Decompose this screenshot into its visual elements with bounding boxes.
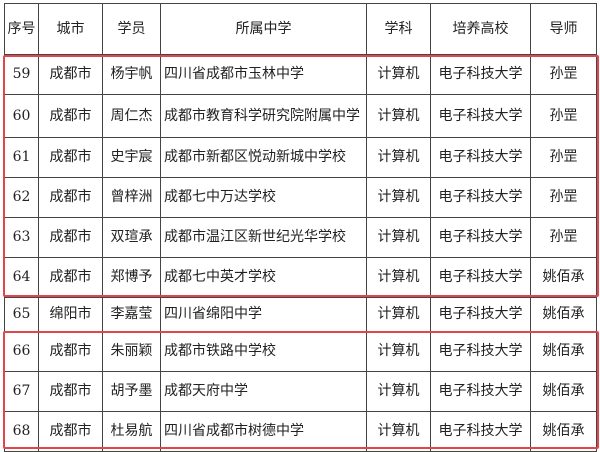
cell-school: 四川省成都市玉林中学 — [160, 54, 367, 95]
cell-city: 成都市 — [38, 217, 103, 258]
table-row: 68 成都市 杜易航 四川省成都市树德中学 计算机 电子科技大学 姚佰承 — [4, 411, 597, 452]
cell-mentor: 姚佰承 — [530, 411, 597, 452]
header-university: 培养高校 — [430, 3, 531, 55]
table-row: 61 成都市 史宇宸 成都市新都区悦动新城中学校 计算机 电子科技大学 孙罡 — [4, 137, 597, 178]
cell-subject: 计算机 — [366, 257, 431, 298]
cell-subject: 计算机 — [366, 297, 431, 332]
cell-university: 电子科技大学 — [430, 177, 531, 218]
cell-seq: 59 — [4, 54, 39, 95]
cell-mentor: 姚佰承 — [530, 257, 597, 298]
cell-mentor: 姚佰承 — [530, 297, 597, 332]
cell-seq: 64 — [4, 257, 39, 298]
cell-student: 胡予墨 — [102, 371, 161, 412]
header-mentor: 导师 — [530, 3, 597, 55]
table-row: 67 成都市 胡予墨 成都天府中学 计算机 电子科技大学 姚佰承 — [4, 371, 597, 412]
cell-mentor: 孙罡 — [530, 217, 597, 258]
student-table: 序号 城市 学员 所属中学 学科 培养高校 导师 59 成都市 杨宇帆 四川省成都市玉林中学 计算机… — [4, 3, 597, 452]
cell-seq: 62 — [4, 177, 39, 218]
cell-city: 成都市 — [38, 371, 103, 412]
table-row: 60 成都市 周仁杰 成都市教育科学研究院附属中学 计算机 电子科技大学 孙罡 — [4, 94, 597, 138]
cell-city: 成都市 — [38, 94, 103, 138]
header-row: 序号 城市 学员 所属中学 学科 培养高校 导师 — [4, 3, 597, 55]
cell-mentor: 孙罡 — [530, 137, 597, 178]
cell-subject: 计算机 — [366, 217, 431, 258]
cell-mentor: 孙罡 — [530, 94, 597, 138]
cell-school: 成都七中万达学校 — [160, 177, 367, 218]
header-school: 所属中学 — [160, 3, 367, 55]
cell-university: 电子科技大学 — [430, 371, 531, 412]
cell-school: 四川省绵阳中学 — [160, 297, 367, 332]
cell-city: 成都市 — [38, 177, 103, 218]
cell-city: 绵阳市 — [38, 297, 103, 332]
cell-subject: 计算机 — [366, 371, 431, 412]
cell-student: 周仁杰 — [102, 94, 161, 138]
cell-student: 杨宇帆 — [102, 54, 161, 95]
cell-seq: 60 — [4, 94, 39, 138]
cell-seq: 61 — [4, 137, 39, 178]
cell-school: 成都天府中学 — [160, 371, 367, 412]
cell-seq: 67 — [4, 371, 39, 412]
cell-mentor: 姚佰承 — [530, 331, 597, 372]
cell-student: 史宇宸 — [102, 137, 161, 178]
cell-student: 曾梓洲 — [102, 177, 161, 218]
cell-city: 成都市 — [38, 54, 103, 95]
table-row: 62 成都市 曾梓洲 成都七中万达学校 计算机 电子科技大学 孙罡 — [4, 177, 597, 218]
cell-university: 电子科技大学 — [430, 217, 531, 258]
cell-seq: 66 — [4, 331, 39, 372]
cell-school: 成都市铁路中学校 — [160, 331, 367, 372]
cell-university: 电子科技大学 — [430, 94, 531, 138]
cell-mentor: 孙罡 — [530, 54, 597, 95]
table-row: 65 绵阳市 李嘉莹 四川省绵阳中学 计算机 电子科技大学 姚佰承 — [4, 297, 597, 332]
cell-school: 成都七中英才学校 — [160, 257, 367, 298]
table-row: 64 成都市 郑博予 成都七中英才学校 计算机 电子科技大学 姚佰承 — [4, 257, 597, 298]
cell-city: 成都市 — [38, 411, 103, 452]
cell-subject: 计算机 — [366, 177, 431, 218]
cell-student: 双瑄承 — [102, 217, 161, 258]
cell-student: 郑博予 — [102, 257, 161, 298]
cell-mentor: 姚佰承 — [530, 371, 597, 412]
cell-university: 电子科技大学 — [430, 411, 531, 452]
cell-university: 电子科技大学 — [430, 257, 531, 298]
cell-city: 成都市 — [38, 257, 103, 298]
cell-university: 电子科技大学 — [430, 137, 531, 178]
cell-school: 四川省成都市树德中学 — [160, 411, 367, 452]
cell-subject: 计算机 — [366, 331, 431, 372]
cell-mentor: 孙罡 — [530, 177, 597, 218]
cell-school: 成都市教育科学研究院附属中学 — [160, 94, 367, 138]
cell-subject: 计算机 — [366, 411, 431, 452]
cell-university: 电子科技大学 — [430, 331, 531, 372]
header-student: 学员 — [102, 3, 161, 55]
cell-city: 成都市 — [38, 137, 103, 178]
cell-student: 杜易航 — [102, 411, 161, 452]
header-city: 城市 — [38, 3, 103, 55]
table-row: 63 成都市 双瑄承 成都市温江区新世纪光华学校 计算机 电子科技大学 孙罡 — [4, 217, 597, 258]
cell-city: 成都市 — [38, 331, 103, 372]
table-row: 66 成都市 朱丽颖 成都市铁路中学校 计算机 电子科技大学 姚佰承 — [4, 331, 597, 372]
cell-subject: 计算机 — [366, 137, 431, 178]
cell-seq: 63 — [4, 217, 39, 258]
cell-university: 电子科技大学 — [430, 297, 531, 332]
header-seq: 序号 — [4, 3, 39, 55]
cell-student: 李嘉莹 — [102, 297, 161, 332]
cell-school: 成都市温江区新世纪光华学校 — [160, 217, 367, 258]
cell-seq: 68 — [4, 411, 39, 452]
cell-student: 朱丽颖 — [102, 331, 161, 372]
cell-seq: 65 — [4, 297, 39, 332]
cell-subject: 计算机 — [366, 54, 431, 95]
cell-school: 成都市新都区悦动新城中学校 — [160, 137, 367, 178]
cell-subject: 计算机 — [366, 94, 431, 138]
header-subject: 学科 — [366, 3, 431, 55]
cell-university: 电子科技大学 — [430, 54, 531, 95]
table-row: 59 成都市 杨宇帆 四川省成都市玉林中学 计算机 电子科技大学 孙罡 — [4, 54, 597, 95]
